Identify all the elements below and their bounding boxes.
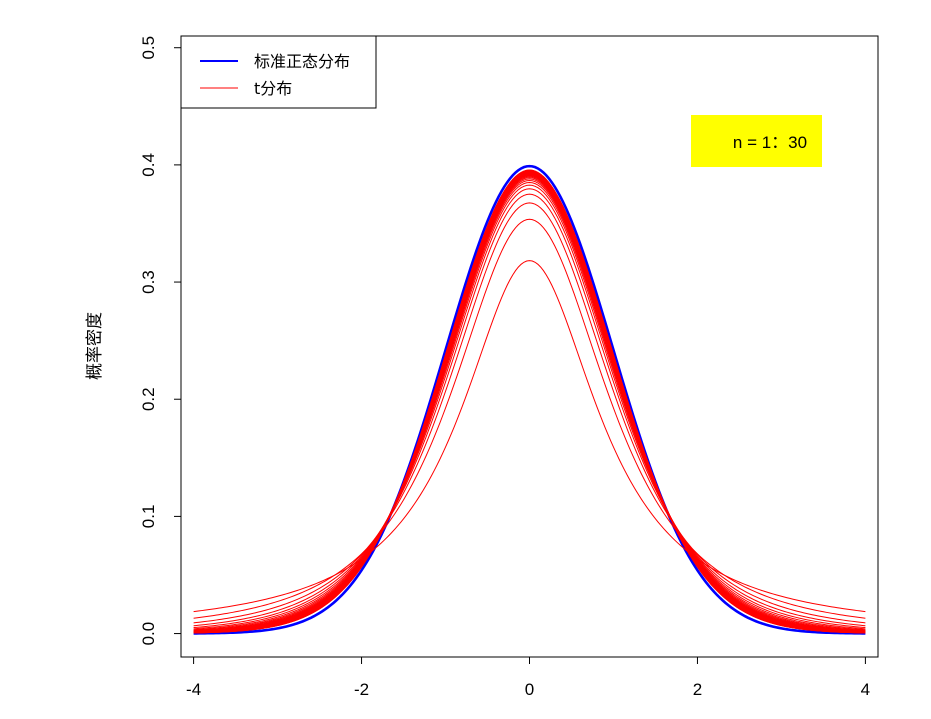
t-density-curve (193, 169, 866, 634)
t-density-curve (193, 218, 866, 619)
y-tick-label: 0.0 (139, 622, 158, 646)
y-tick-label: 0.3 (139, 270, 158, 294)
normal-density-curve (193, 164, 866, 635)
t-density-curve (193, 173, 866, 633)
legend-label-t: t分布 (254, 79, 292, 98)
x-tick-label: -2 (354, 680, 369, 699)
t-density-curve (193, 260, 866, 613)
t-density-curve (193, 169, 866, 634)
t-density-curve (193, 173, 866, 633)
annotation-text: n = 1：30 (733, 133, 807, 152)
x-tick-label: 0 (525, 680, 534, 699)
t-density-curve (193, 171, 866, 634)
t-density-curve (193, 171, 866, 634)
t-density-curve (193, 181, 866, 631)
t-density-curve (193, 188, 866, 629)
x-tick-label: 4 (861, 680, 870, 699)
y-tick-label: 0.1 (139, 505, 158, 529)
t-density-curve (193, 169, 866, 634)
t-density-curve (193, 202, 866, 624)
t-density-curve (193, 170, 866, 634)
y-tick-label: 0.4 (139, 153, 158, 177)
curves-group (193, 164, 866, 635)
df-annotation: n = 1：30 (691, 115, 822, 167)
legend: 标准正态分布 t分布 (180, 35, 377, 109)
t-density-curve (193, 184, 866, 630)
t-density-curve (193, 170, 866, 634)
legend-label-normal: 标准正态分布 (254, 52, 350, 71)
t-density-curve (193, 193, 866, 627)
t-density-curve (193, 172, 866, 633)
t-density-curve (193, 171, 866, 634)
legend-box (180, 35, 377, 109)
annotation-box (691, 115, 822, 167)
x-tick-label: -4 (186, 680, 201, 699)
t-density-curve (193, 172, 866, 633)
t-density-curve (193, 174, 866, 633)
t-density-curve (193, 170, 866, 634)
x-tick-label: 2 (693, 680, 702, 699)
t-density-curve (193, 176, 866, 632)
t-density-curve (193, 170, 866, 634)
t-density-curve (193, 172, 866, 633)
y-tick-label: 0.2 (139, 387, 158, 411)
y-tick-label: 0.5 (139, 36, 158, 60)
t-density-curve (193, 178, 866, 632)
y-axis-title: 概率密度 (85, 312, 105, 380)
t-density-curve (193, 169, 866, 634)
x-axis: -4 -2 0 2 4 (186, 656, 870, 699)
t-density-curve (193, 170, 866, 634)
t-density-curve (193, 175, 866, 633)
y-axis: 0.0 0.1 0.2 0.3 0.4 0.5 (139, 36, 182, 646)
t-density-curve (193, 179, 866, 631)
t-density-curve (193, 177, 866, 632)
